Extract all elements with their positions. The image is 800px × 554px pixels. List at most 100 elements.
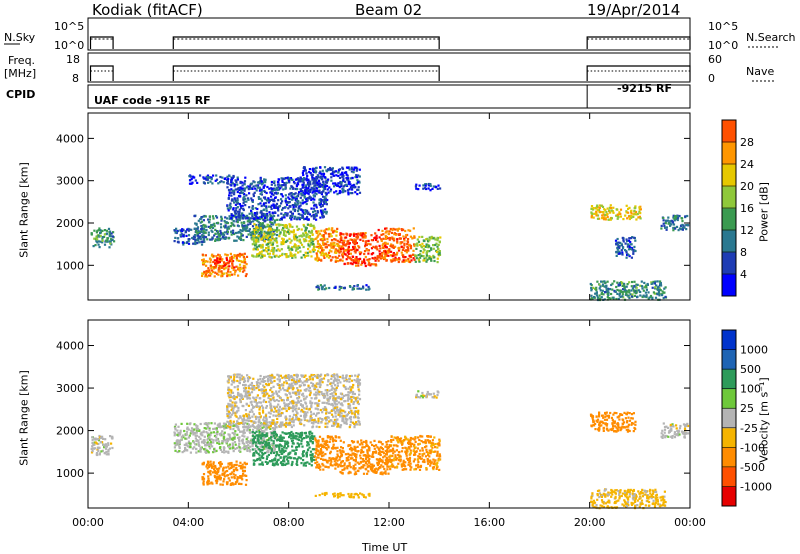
power-cell <box>349 285 352 288</box>
power-cell <box>636 212 639 216</box>
power-cell <box>275 187 278 190</box>
power-cell <box>343 262 346 265</box>
power-cell <box>301 209 305 212</box>
power-cell <box>272 248 275 251</box>
velocity-cell <box>217 440 221 443</box>
power-cell <box>342 250 345 253</box>
power-cell <box>599 210 602 213</box>
power-cell <box>196 233 199 236</box>
power-cell <box>340 236 343 239</box>
power-cell <box>261 237 264 240</box>
velocity-cell <box>298 417 301 421</box>
power-cell <box>254 242 258 245</box>
power-cell <box>374 238 378 241</box>
velocity-cell <box>221 440 224 443</box>
power-cell <box>626 240 629 243</box>
power-cell <box>409 229 412 232</box>
power-cell <box>630 295 634 298</box>
velocity-cell <box>265 375 268 378</box>
power-cell <box>664 226 667 229</box>
date-label: 19/Apr/2014 <box>587 1 681 19</box>
velocity-cell <box>257 378 260 381</box>
power-cell <box>211 253 214 256</box>
velocity-cell <box>271 390 274 393</box>
power-cell <box>352 168 355 171</box>
velocity-cell <box>91 441 94 445</box>
power-cell <box>252 238 255 241</box>
power-cell <box>228 217 231 220</box>
velocity-cell <box>324 425 327 428</box>
velocity-cell <box>264 428 267 431</box>
power-cell <box>273 206 276 209</box>
power-cell <box>219 181 222 184</box>
power-cell <box>384 257 387 260</box>
power-cell <box>242 225 245 228</box>
power-cell <box>251 205 254 208</box>
power-cell <box>213 275 216 278</box>
velocity-cell <box>288 392 292 395</box>
power-cell <box>630 285 633 288</box>
power-cell <box>198 235 201 238</box>
velocity-cell <box>331 386 334 390</box>
power-cell <box>660 224 663 227</box>
power-cell <box>615 208 618 211</box>
power-cell <box>638 206 641 209</box>
power-cell <box>251 187 254 190</box>
velocity-cell <box>266 392 269 395</box>
power-cell <box>625 256 628 259</box>
power-cell <box>598 287 601 290</box>
power-cell <box>432 185 435 188</box>
power-cell <box>306 251 309 254</box>
velocity-cell <box>353 416 356 419</box>
velocity-cell <box>285 409 288 413</box>
power-cell <box>351 288 354 291</box>
velocity-cell <box>343 415 346 418</box>
velocity-cell <box>266 439 269 442</box>
power-cell <box>341 259 344 262</box>
power-cell <box>187 227 190 230</box>
power-cell <box>649 296 652 299</box>
power-cell <box>330 239 334 242</box>
power-cell <box>236 259 239 262</box>
velocity-cell <box>323 401 326 404</box>
power-cell <box>407 257 410 260</box>
power-cell <box>312 181 315 184</box>
power-cell <box>179 235 182 238</box>
power-cell <box>348 242 351 245</box>
power-cell <box>189 175 192 178</box>
velocity-cell <box>328 389 331 392</box>
velocity-cell <box>260 404 263 407</box>
power-cell <box>236 210 239 213</box>
velocity-cell <box>200 447 203 450</box>
power-cell <box>275 191 278 194</box>
velocity-cell <box>328 411 331 414</box>
power-cell <box>310 238 313 241</box>
velocity-cell <box>222 440 225 443</box>
power-cell <box>99 234 102 237</box>
power-cell <box>314 184 317 187</box>
velocity-cell <box>236 393 240 396</box>
power-cell <box>356 284 359 287</box>
power-cell <box>428 255 431 258</box>
power-cell <box>654 280 657 283</box>
velocity-cell <box>227 386 230 389</box>
velocity-cell <box>281 424 284 427</box>
power-cell <box>226 226 229 229</box>
power-cell <box>661 290 664 293</box>
velocity-cell <box>263 389 266 392</box>
power-cell <box>628 244 631 247</box>
power-cell <box>666 219 669 222</box>
velocity-cell <box>352 390 355 394</box>
velocity-cell <box>195 447 198 451</box>
power-cell <box>347 166 350 169</box>
velocity-cell <box>195 426 198 430</box>
velocity-cell <box>343 385 346 388</box>
velocity-cell <box>322 408 325 411</box>
velocity-cell <box>252 425 255 428</box>
velocity-cell <box>247 390 250 393</box>
power-cell <box>261 225 264 228</box>
power-cell <box>288 248 291 252</box>
power-cell <box>652 280 655 283</box>
power-cell <box>400 251 403 254</box>
power-cell <box>642 294 645 297</box>
